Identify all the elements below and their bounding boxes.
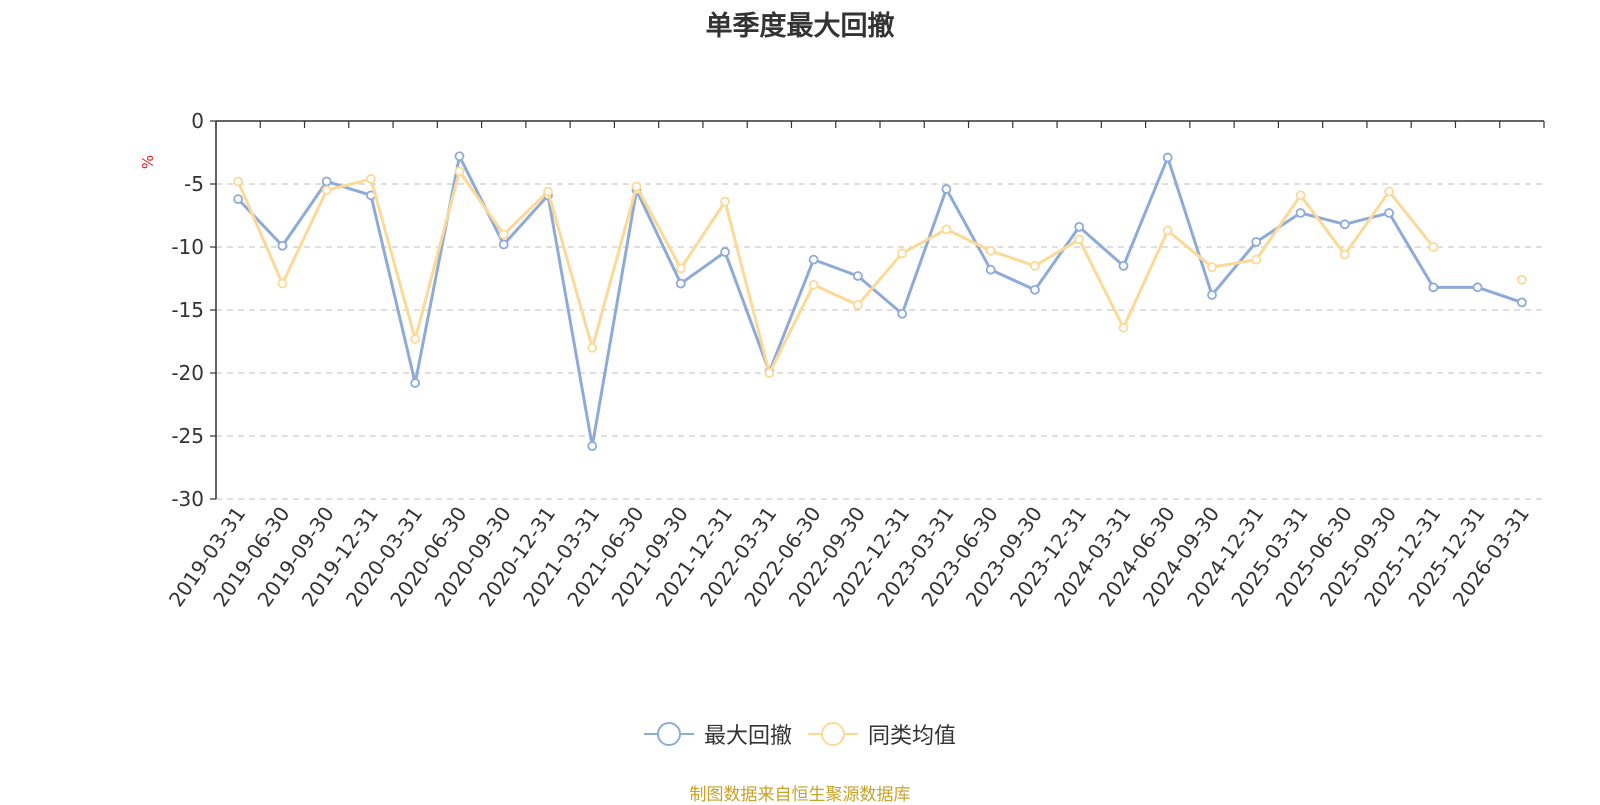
data-point-series-1[interactable] xyxy=(941,224,952,235)
legend-label-series-0: 最大回撤 xyxy=(703,724,792,749)
legend-label-series-1: 同类均值 xyxy=(868,724,957,749)
series-layer xyxy=(233,151,1527,451)
y-tick-label: -20 xyxy=(171,361,204,385)
legend-item-series-1[interactable]: 同类均值 xyxy=(808,718,956,750)
y-axis-unit: % xyxy=(139,155,157,169)
y-tick-label: -5 xyxy=(184,172,204,196)
data-point-series-1[interactable] xyxy=(1339,249,1350,260)
y-tick-label: -15 xyxy=(171,298,204,322)
data-point-series-0[interactable] xyxy=(321,176,332,187)
data-point-series-1[interactable] xyxy=(897,248,908,259)
data-point-series-1[interactable] xyxy=(1074,234,1085,245)
data-point-series-1[interactable] xyxy=(410,334,421,344)
data-point-series-1[interactable] xyxy=(543,186,553,197)
data-point-series-1[interactable] xyxy=(1516,274,1527,285)
data-point-series-1[interactable] xyxy=(366,174,376,184)
data-point-series-0[interactable] xyxy=(277,240,288,251)
data-point-series-0[interactable] xyxy=(720,247,730,257)
data-point-series-0[interactable] xyxy=(1295,208,1306,218)
series-line-1 xyxy=(236,169,1435,375)
data-point-series-1[interactable] xyxy=(498,229,509,240)
data-point-series-1[interactable] xyxy=(764,368,775,378)
data-point-series-0[interactable] xyxy=(587,441,598,451)
data-point-series-0[interactable] xyxy=(1207,289,1217,300)
data-point-series-1[interactable] xyxy=(454,166,465,177)
data-point-series-0[interactable] xyxy=(897,308,908,319)
data-point-series-0[interactable] xyxy=(941,184,952,194)
grid-layer xyxy=(216,183,1544,500)
data-point-series-0[interactable] xyxy=(985,264,996,275)
legend-item-series-0[interactable]: 最大回撤 xyxy=(643,718,792,750)
data-point-series-1[interactable] xyxy=(1428,242,1439,252)
data-point-series-0[interactable] xyxy=(808,254,819,265)
data-point-series-0[interactable] xyxy=(1118,260,1129,271)
data-point-series-0[interactable] xyxy=(1428,282,1439,293)
data-point-series-0[interactable] xyxy=(1030,284,1040,295)
chart-legend: 最大回撤 同类均值 xyxy=(0,718,1600,750)
data-point-series-1[interactable] xyxy=(720,196,730,207)
source-note: 制图数据来自恒生聚源数据库 xyxy=(689,785,911,805)
y-tick-label: -30 xyxy=(171,487,204,511)
data-point-series-0[interactable] xyxy=(454,151,465,162)
data-point-series-1[interactable] xyxy=(1030,260,1040,271)
data-point-series-0[interactable] xyxy=(1516,297,1527,308)
data-point-series-0[interactable] xyxy=(1384,208,1394,218)
y-tick-label: -25 xyxy=(171,424,204,448)
y-tick-label: -10 xyxy=(171,235,204,259)
data-point-series-1[interactable] xyxy=(631,181,642,192)
data-point-series-1[interactable] xyxy=(675,263,686,274)
data-point-series-1[interactable] xyxy=(1162,225,1173,236)
data-point-series-1[interactable] xyxy=(587,342,598,353)
data-point-series-1[interactable] xyxy=(1251,254,1262,265)
data-point-series-1[interactable] xyxy=(1295,190,1306,201)
data-point-series-0[interactable] xyxy=(410,378,421,388)
data-point-series-1[interactable] xyxy=(321,185,332,196)
data-point-series-1[interactable] xyxy=(1207,262,1217,273)
chart-title: 单季度最大回撤 xyxy=(705,11,895,42)
data-point-series-0[interactable] xyxy=(1251,237,1262,247)
data-point-series-1[interactable] xyxy=(808,279,819,290)
data-point-series-1[interactable] xyxy=(233,176,244,187)
data-point-series-1[interactable] xyxy=(1118,322,1129,333)
data-point-series-0[interactable] xyxy=(1162,152,1173,163)
legend-swatch-series-0 xyxy=(643,722,694,746)
series-line-0 xyxy=(237,154,1523,448)
data-point-series-1[interactable] xyxy=(277,278,288,289)
data-point-series-1[interactable] xyxy=(1384,186,1394,197)
data-point-series-1[interactable] xyxy=(852,300,863,310)
data-point-series-0[interactable] xyxy=(1339,219,1350,230)
data-point-series-0[interactable] xyxy=(852,271,863,281)
data-point-series-0[interactable] xyxy=(1074,221,1085,232)
data-point-series-1[interactable] xyxy=(985,245,996,256)
data-point-series-0[interactable] xyxy=(1472,282,1483,293)
y-tick-label: 0 xyxy=(191,109,204,133)
data-point-series-0[interactable] xyxy=(498,239,509,250)
data-point-series-0[interactable] xyxy=(233,194,244,205)
legend-swatch-series-1 xyxy=(808,722,858,746)
data-point-series-0[interactable] xyxy=(675,278,686,289)
